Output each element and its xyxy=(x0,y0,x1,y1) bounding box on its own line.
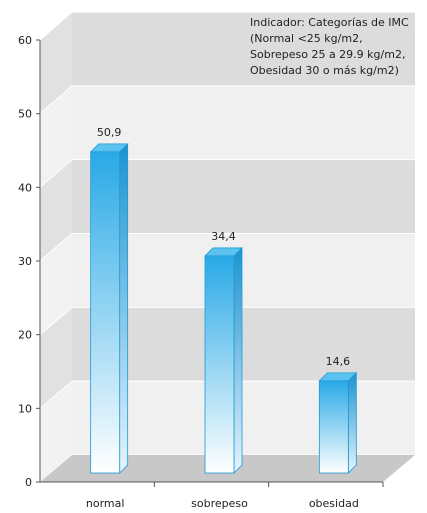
bar-side xyxy=(119,142,129,474)
annotation-line-4: Obesidad 30 o más kg/m2) xyxy=(250,64,399,77)
y-tick-label: 40 xyxy=(18,181,32,194)
bar-value-label: 34,4 xyxy=(211,230,236,243)
chart-annotation: Indicador: Categorías de IMC (Normal <25… xyxy=(250,16,412,77)
grid-band-side xyxy=(40,85,72,188)
bars xyxy=(89,142,358,474)
bar-side xyxy=(347,371,357,474)
annotation-line-2: (Normal <25 kg/m2, xyxy=(250,32,363,45)
grid-band-side xyxy=(40,233,72,335)
axes xyxy=(36,39,384,487)
y-tick-label: 50 xyxy=(18,108,32,121)
grid-band xyxy=(72,307,415,382)
y-tick-label: 10 xyxy=(18,402,32,415)
gridline xyxy=(39,159,415,188)
x-tick-label: obesidad xyxy=(309,497,359,510)
annotation-line-1: Indicador: Categorías de IMC xyxy=(250,16,409,29)
annotation-line-3: Sobrepeso 25 a 29.9 kg/m2, xyxy=(250,48,405,61)
bar xyxy=(318,380,349,474)
bar-side xyxy=(233,246,243,474)
grid-band-side xyxy=(40,159,72,261)
y-tick-label: 0 xyxy=(25,476,32,489)
x-tick-label: sobrepeso xyxy=(191,497,248,510)
grid-band-side xyxy=(40,307,72,409)
x-tick-label: normal xyxy=(86,497,125,510)
gridline xyxy=(39,11,415,41)
bar xyxy=(204,255,235,474)
y-tick-label: 20 xyxy=(18,329,32,342)
grid-band-side xyxy=(40,381,72,482)
grid-band xyxy=(72,12,415,86)
grid-band xyxy=(72,159,415,234)
bar-value-label: 50,9 xyxy=(97,126,122,139)
grid-band-side xyxy=(40,12,72,114)
gridline xyxy=(39,380,415,409)
gridline xyxy=(39,233,415,262)
gridline xyxy=(39,85,415,115)
grid-band xyxy=(72,233,415,308)
gridline xyxy=(39,306,415,336)
labels: 0 10 20 30 40 50 60 50,9 normal 34,4 sobrepeso 14,6… xyxy=(18,34,359,510)
y-tick-label: 60 xyxy=(18,34,32,47)
bar-value-label: 14,6 xyxy=(326,355,351,368)
grid-bands xyxy=(39,11,415,483)
grid-band xyxy=(72,85,415,160)
y-tick-label: 30 xyxy=(18,255,32,268)
bar xyxy=(90,151,121,474)
